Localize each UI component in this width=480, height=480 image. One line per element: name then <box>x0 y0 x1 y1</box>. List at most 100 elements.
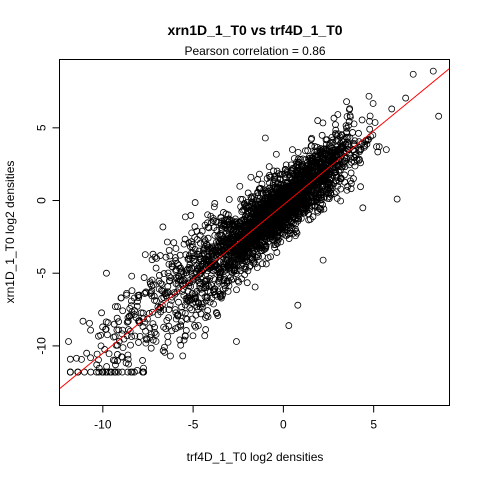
scatter-point <box>66 368 74 376</box>
scatter-point <box>369 131 377 139</box>
scatter-point <box>261 206 269 213</box>
scatter-point <box>278 189 286 196</box>
y-tick-label: 5 <box>35 124 49 131</box>
scatter-point <box>290 203 298 211</box>
scatter-point <box>188 241 196 248</box>
scatter-point <box>304 147 312 154</box>
scatter-point <box>402 94 410 102</box>
scatter-point <box>272 241 279 249</box>
scatter-point <box>217 274 224 281</box>
scatter-point <box>249 226 257 234</box>
scatter-point <box>220 217 228 224</box>
scatter-point <box>260 241 268 249</box>
scatter-point <box>273 249 281 256</box>
scatter-point <box>175 261 183 269</box>
scatter-point <box>262 225 270 233</box>
scatter-point <box>262 260 270 268</box>
scatter-point <box>148 282 156 290</box>
scatter-point <box>87 326 94 334</box>
scatter-point <box>268 196 276 204</box>
scatter-point <box>142 339 150 347</box>
scatter-point <box>334 111 342 118</box>
scatter-point <box>125 360 132 368</box>
scatter-point <box>313 148 321 156</box>
scatter-point <box>206 298 214 306</box>
scatter-point <box>111 303 119 311</box>
scatter-point <box>176 251 184 259</box>
scatter-point <box>259 189 267 197</box>
scatter-point <box>173 288 181 296</box>
scatter-point <box>359 204 367 212</box>
scatter-point <box>119 307 127 315</box>
scatter-point <box>272 150 280 158</box>
scatter-point <box>265 201 273 209</box>
scatter-point <box>251 283 259 291</box>
scatter-point <box>221 282 229 289</box>
scatter-point <box>302 162 310 170</box>
scatter-point <box>192 311 200 319</box>
scatter-point <box>345 122 352 130</box>
scatter-point <box>99 368 107 376</box>
scatter-point <box>309 213 317 221</box>
scatter-point <box>294 155 302 163</box>
scatter-point <box>252 217 260 225</box>
scatter-point <box>191 223 199 231</box>
scatter-point <box>118 368 126 376</box>
scatter-point <box>159 223 167 231</box>
scatter-point <box>271 175 278 183</box>
scatter-point <box>177 341 185 349</box>
scatter-point <box>201 221 209 229</box>
scatter-point <box>312 193 320 201</box>
scatter-point <box>127 341 134 349</box>
scatter-point <box>139 357 146 364</box>
scatter-point <box>250 233 258 241</box>
scatter-point <box>256 206 263 214</box>
scatter-point <box>251 260 259 268</box>
scatter-point <box>176 276 184 284</box>
scatter-point <box>309 177 317 185</box>
scatter-point <box>295 208 302 215</box>
scatter-point <box>294 214 302 222</box>
scatter-point <box>273 214 281 222</box>
scatter-point <box>219 286 227 293</box>
scatter-point <box>316 205 324 212</box>
scatter-point <box>119 344 127 352</box>
scatter-point <box>225 282 233 290</box>
scatter-point <box>73 354 80 362</box>
scatter-point <box>282 161 290 169</box>
scatter-point <box>203 245 211 253</box>
scatter-point <box>135 339 142 346</box>
scatter-point <box>198 289 206 297</box>
x-axis-label: trf4D_1_T0 log2 densities <box>187 450 324 464</box>
scatter-point <box>159 287 167 295</box>
scatter-point <box>115 318 122 326</box>
scatter-point <box>272 218 280 226</box>
scatter-point <box>162 253 170 261</box>
scatter-point <box>329 182 336 190</box>
scatter-point <box>241 231 249 239</box>
scatter-point <box>226 266 234 274</box>
scatter-point <box>188 315 196 323</box>
scatter-point <box>163 238 171 246</box>
scatter-point <box>95 368 103 376</box>
scatter-point <box>217 267 225 275</box>
scatter-point <box>289 214 297 222</box>
scatter-point <box>290 155 298 162</box>
scatter-point <box>299 175 307 183</box>
scatter-point <box>350 158 358 166</box>
scatter-point <box>284 210 292 218</box>
scatter-point <box>165 314 173 321</box>
scatter-point <box>104 319 112 327</box>
scatter-point <box>252 240 260 248</box>
scatter-point <box>141 251 149 259</box>
scatter-point <box>334 182 341 190</box>
scatter-point <box>301 147 309 155</box>
scatter-point <box>249 244 257 252</box>
scatter-point <box>303 194 311 201</box>
scatter-point <box>304 181 312 189</box>
scatter-point <box>188 264 196 272</box>
scatter-point <box>209 217 217 224</box>
x-tick-label: 0 <box>280 418 287 432</box>
scatter-point <box>114 303 121 310</box>
scatter-point <box>97 342 105 350</box>
